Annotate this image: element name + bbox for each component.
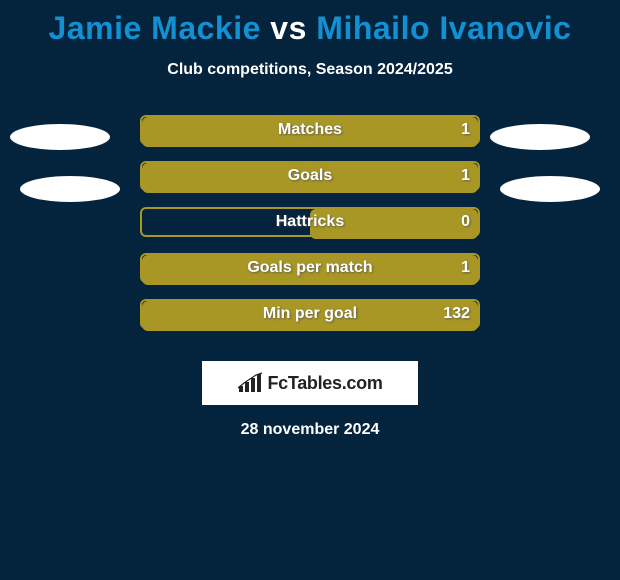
right-oval xyxy=(490,124,590,150)
right-oval xyxy=(500,176,600,202)
comparison-infographic: Jamie Mackie vs Mihailo Ivanovic Club co… xyxy=(0,0,620,580)
stat-row: Hattricks0 xyxy=(0,199,620,245)
stat-bar-outer xyxy=(140,161,480,191)
stat-bar-fill xyxy=(142,255,478,285)
title-player2: Mihailo Ivanovic xyxy=(316,10,571,46)
title-player1: Jamie Mackie xyxy=(49,10,261,46)
stat-bar-outer xyxy=(140,299,480,329)
stat-row: Goals per match1 xyxy=(0,245,620,291)
stat-bar-outer xyxy=(140,207,480,237)
left-oval xyxy=(20,176,120,202)
stat-row: Min per goal132 xyxy=(0,291,620,337)
logo: FcTables.com xyxy=(237,372,382,394)
date-text: 28 november 2024 xyxy=(0,421,620,439)
title-vs: vs xyxy=(270,10,307,46)
stat-bar-fill xyxy=(310,209,478,239)
stat-bar-fill xyxy=(142,301,478,331)
stat-bar-fill xyxy=(142,117,478,147)
stat-bar-fill xyxy=(142,163,478,193)
stat-bar-outer xyxy=(140,115,480,145)
left-oval xyxy=(10,124,110,150)
subtitle: Club competitions, Season 2024/2025 xyxy=(0,61,620,79)
stat-bar-outer xyxy=(140,253,480,283)
bar-chart-icon xyxy=(237,372,263,394)
logo-box: FcTables.com xyxy=(202,361,418,405)
logo-text: FcTables.com xyxy=(267,373,382,394)
page-title: Jamie Mackie vs Mihailo Ivanovic xyxy=(0,0,620,47)
